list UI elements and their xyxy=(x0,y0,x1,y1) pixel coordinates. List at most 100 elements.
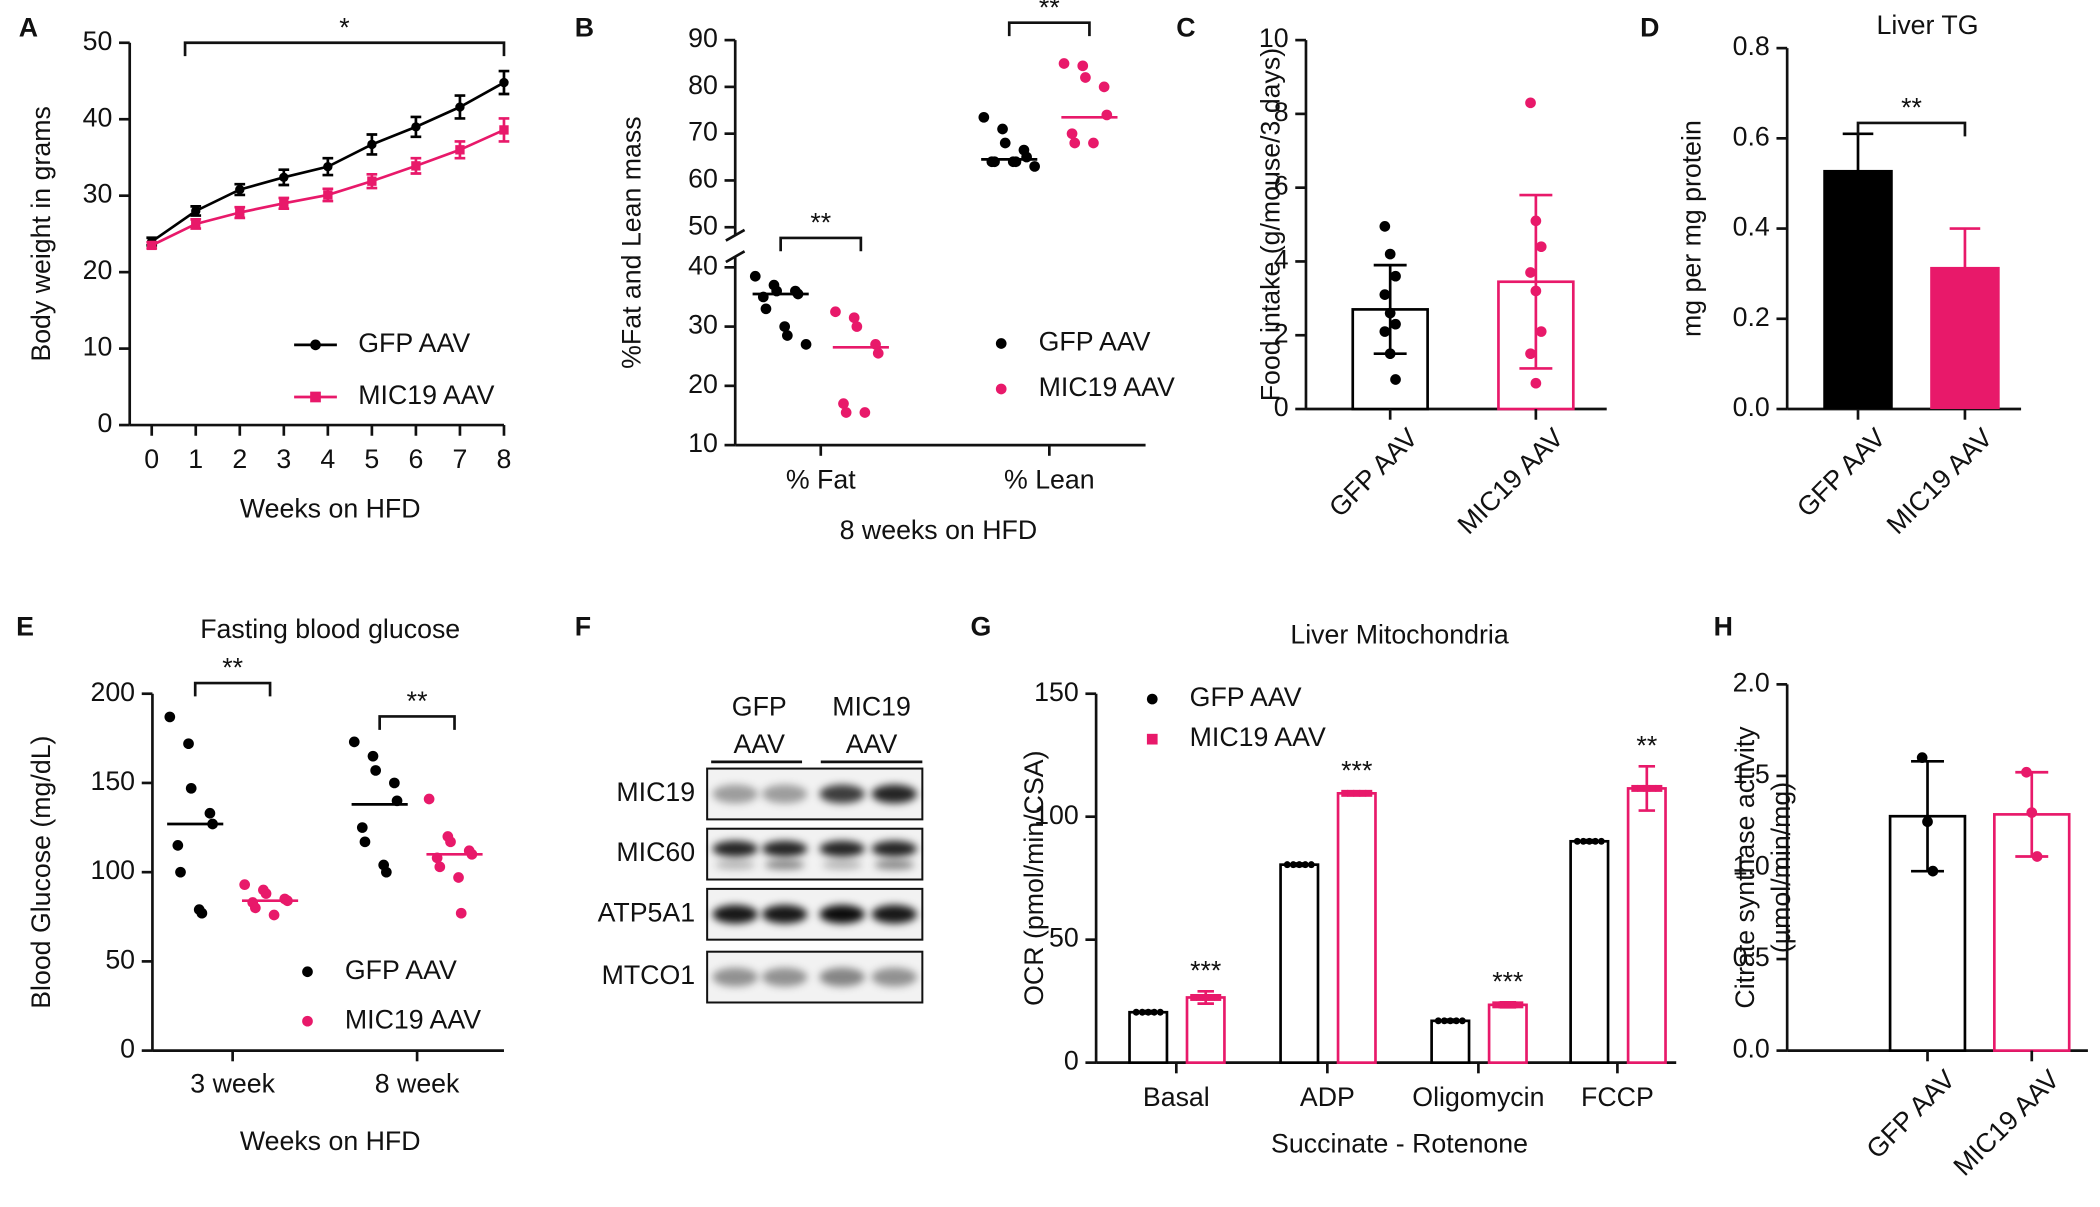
column-label: AAV xyxy=(846,729,898,759)
data-point xyxy=(1390,374,1401,385)
data-point xyxy=(1384,307,1396,319)
y-tick-label: 30 xyxy=(688,310,718,340)
data-point xyxy=(455,102,465,112)
legend-label: MIC19 AAV xyxy=(358,380,494,410)
data-point xyxy=(268,909,280,921)
bar-point-glyph xyxy=(1283,861,1291,869)
data-point xyxy=(1101,109,1113,121)
legend-label: GFP AAV xyxy=(1039,327,1151,357)
data-point xyxy=(779,321,791,332)
blot-band xyxy=(819,840,865,857)
bar-point-glyph xyxy=(1208,993,1216,1001)
x-tick-label: % Fat xyxy=(786,464,856,494)
y-tick-label: 150 xyxy=(1034,677,1079,707)
blot-band xyxy=(712,840,758,857)
y-axis-label: Food intake (g/mouse/3 days) xyxy=(1256,48,1286,401)
bar-point-glyph xyxy=(1132,1008,1140,1016)
bar xyxy=(1823,169,1893,410)
bar-point-glyph xyxy=(1359,789,1367,797)
y-tick-label: 40 xyxy=(688,250,718,280)
bar-point-glyph xyxy=(1510,1001,1518,1009)
y-tick-label: 0.8 xyxy=(1733,31,1770,61)
data-point xyxy=(185,782,197,794)
data-point xyxy=(172,840,184,851)
legend-marker xyxy=(1146,693,1158,705)
data-point xyxy=(445,836,456,848)
y-tick-label: 0.0 xyxy=(1733,392,1770,422)
blot-band xyxy=(761,904,808,924)
panel-title: Fasting blood glucose xyxy=(200,614,460,644)
y-tick-label: 0.4 xyxy=(1733,212,1770,242)
data-point xyxy=(455,145,465,155)
data-point xyxy=(175,866,186,878)
legend-marker xyxy=(310,391,321,403)
data-point xyxy=(2031,851,2043,862)
row-label: MIC60 xyxy=(616,837,695,867)
panel-letter: G xyxy=(970,611,991,641)
data-point xyxy=(455,907,467,919)
data-point xyxy=(1927,865,1939,877)
data-point xyxy=(1379,221,1391,232)
bar-point-glyph xyxy=(1144,1008,1152,1016)
y-tick-label: 50 xyxy=(105,944,135,974)
blot-band xyxy=(871,840,918,857)
significance-label: ** xyxy=(1636,731,1657,761)
y-tick-label: 4 xyxy=(1274,245,1289,275)
data-point xyxy=(1530,377,1542,389)
data-point xyxy=(191,206,201,216)
y-tick-label: 6 xyxy=(1274,171,1289,201)
data-point xyxy=(434,861,446,873)
x-tick-label: 6 xyxy=(408,444,423,474)
blot-band xyxy=(874,860,915,870)
y-tick-label: 70 xyxy=(688,117,718,147)
data-point xyxy=(370,765,382,776)
data-point xyxy=(1021,151,1032,163)
bar-point-glyph xyxy=(1631,784,1639,792)
legend-label: MIC19 AAV xyxy=(1039,372,1175,402)
data-point xyxy=(356,822,368,833)
row-label: ATP5A1 xyxy=(598,897,696,927)
x-tick-label: 3 xyxy=(276,444,291,474)
blot-band xyxy=(822,860,863,870)
panel-title: Liver Mitochondria xyxy=(1290,619,1508,649)
y-tick-label: 0 xyxy=(120,1034,135,1064)
bar-point-glyph xyxy=(1452,1017,1460,1025)
y-tick-label: 10 xyxy=(688,428,718,458)
blot-band xyxy=(764,860,805,870)
data-point xyxy=(1390,318,1401,330)
data-point xyxy=(367,139,377,150)
bar-point-glyph xyxy=(1440,1017,1448,1025)
significance-bracket xyxy=(378,715,456,730)
bar-point-glyph xyxy=(1597,837,1605,845)
y-axis-label: mg per mg protein xyxy=(1677,120,1707,337)
bar xyxy=(1430,1019,1471,1064)
y-tick-label: 50 xyxy=(1049,923,1079,953)
bar-point-glyph xyxy=(1573,837,1581,845)
blot-band xyxy=(871,967,918,987)
y-tick-label: 50 xyxy=(83,26,113,56)
y-tick-label: 8 xyxy=(1274,97,1289,127)
data-point xyxy=(859,407,871,418)
data-point xyxy=(851,321,863,332)
data-point xyxy=(760,303,772,315)
y-tick-label: 2 xyxy=(1274,318,1289,348)
legend-marker xyxy=(995,338,1007,349)
blot-band xyxy=(761,967,808,987)
blot-band xyxy=(819,904,865,924)
bar-point-glyph xyxy=(1341,789,1349,797)
bar xyxy=(1185,996,1226,1064)
data-point xyxy=(235,207,245,218)
y-tick-label: 200 xyxy=(90,677,135,707)
y-tick-label: 0 xyxy=(97,408,112,438)
row-label: MIC19 xyxy=(616,777,695,807)
bar xyxy=(1888,814,1967,1052)
data-point xyxy=(830,306,841,318)
y-tick-label: 80 xyxy=(688,70,718,100)
x-tick-label: 1 xyxy=(188,444,203,474)
data-point xyxy=(1077,60,1089,72)
bar-point-glyph xyxy=(1446,1017,1454,1025)
x-tick-label: 4 xyxy=(320,444,335,474)
bar-point-glyph xyxy=(1585,837,1593,845)
data-point xyxy=(191,219,201,229)
panel-letter: F xyxy=(575,611,591,641)
